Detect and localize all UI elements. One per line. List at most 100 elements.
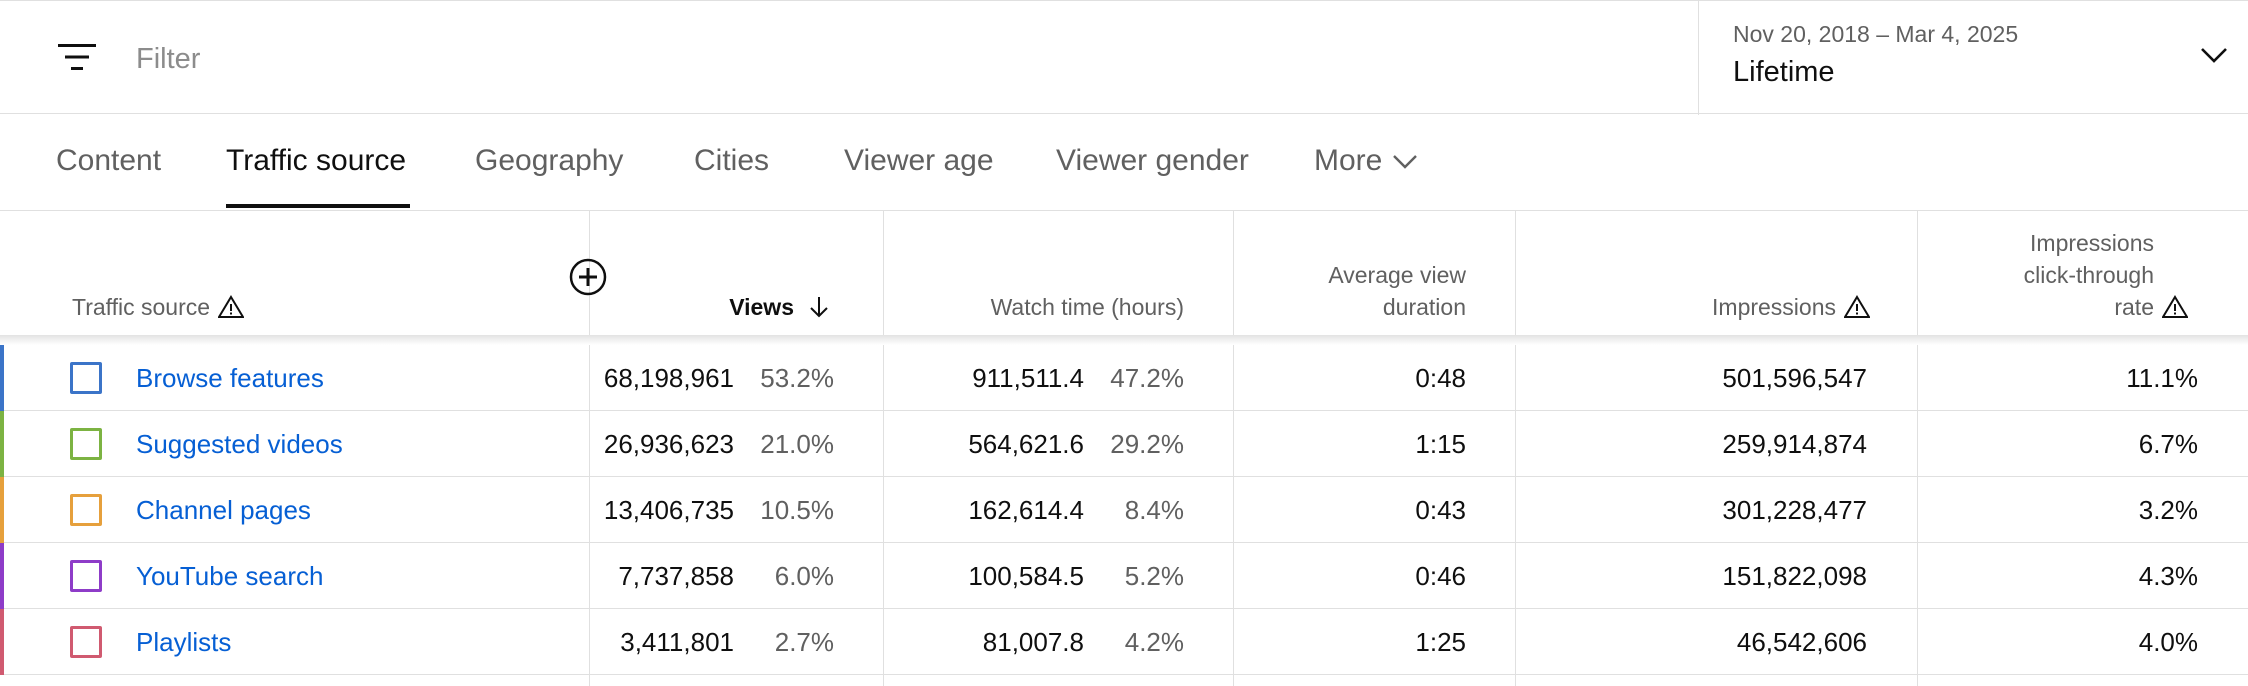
row-color-indicator — [0, 543, 4, 609]
tab-traffic-source[interactable]: Traffic source — [226, 144, 407, 177]
watch-time-percent: 8.4% — [1124, 495, 1184, 525]
column-divider — [883, 211, 884, 686]
row-color-indicator — [0, 345, 4, 411]
row-color-indicator — [0, 477, 4, 543]
watch-time-value: 81,007.8 — [982, 627, 1084, 657]
table-row[interactable]: YouTube search 7,737,858 6.0% 100,584.5 5.2%… — [0, 543, 2248, 609]
tab-more-label: More — [1314, 144, 1383, 177]
tab-cities[interactable]: Cities — [694, 144, 770, 177]
impressions-value: 259,914,874 — [1722, 429, 1867, 459]
row-checkbox[interactable] — [70, 626, 102, 658]
table-row[interactable]: Channel pages 13,406,735 10.5% 162,614.4 8.4… — [0, 477, 2248, 543]
average-view-duration-value: 0:46 — [1415, 561, 1466, 591]
table-row[interactable]: Suggested videos 26,936,623 21.0% 564,621.6… — [0, 411, 2248, 477]
views-value: 26,936,623 — [603, 429, 734, 459]
tab-viewer-gender[interactable]: Viewer gender — [1056, 144, 1249, 177]
chevron-down-icon — [1393, 155, 1418, 169]
watch-time-percent: 4.2% — [1124, 627, 1184, 657]
table-row[interactable]: Browse features 68,198,961 53.2% 911,511.4 4… — [0, 345, 2248, 411]
header-ctr-line-3: rate — [2114, 294, 2154, 320]
header-watch-time[interactable]: Watch time (hours) — [990, 294, 1184, 320]
views-value: 7,737,858 — [618, 561, 734, 591]
tab-viewer-age[interactable]: Viewer age — [844, 144, 994, 177]
table-row[interactable]: Playlists 3,411,801 2.7% 81,007.8 4.2% 1:25 46… — [0, 609, 2248, 675]
impressions-value: 46,542,606 — [1736, 627, 1867, 657]
column-divider — [589, 211, 590, 686]
column-divider — [1233, 211, 1234, 686]
average-view-duration-value: 0:43 — [1415, 495, 1466, 525]
header-impressions[interactable]: Impressions — [1530, 291, 1870, 323]
tab-geography[interactable]: Geography — [475, 144, 624, 177]
ctr-value: 4.3% — [2138, 561, 2198, 591]
traffic-source-link[interactable]: Suggested videos — [136, 429, 343, 459]
date-range-label: Lifetime — [1733, 56, 1835, 88]
date-range-dropdown[interactable]: Nov 20, 2018 – Mar 4, 2025 Lifetime — [1698, 1, 2248, 115]
views-percent: 53.2% — [760, 363, 834, 393]
filter-input[interactable] — [136, 39, 1136, 79]
header-traffic-source[interactable]: Traffic source — [72, 291, 245, 323]
traffic-source-link[interactable]: Playlists — [136, 627, 232, 657]
impressions-value: 151,822,098 — [1722, 561, 1867, 591]
header-avd-line-1: Average view — [1328, 262, 1466, 288]
impressions-value: 501,596,547 — [1722, 363, 1867, 393]
ctr-value: 3.2% — [2138, 495, 2198, 525]
tab-more[interactable]: More — [1314, 144, 1418, 178]
average-view-duration-value: 1:15 — [1415, 429, 1466, 459]
row-color-indicator — [0, 411, 4, 477]
views-value: 13,406,735 — [603, 495, 734, 525]
watch-time-percent: 29.2% — [1110, 429, 1184, 459]
header-impressions-label: Impressions — [1712, 294, 1836, 320]
traffic-source-link[interactable]: Channel pages — [136, 495, 311, 525]
watch-time-value: 911,511.4 — [972, 363, 1084, 393]
add-column-icon[interactable] — [569, 258, 607, 296]
row-color-indicator — [0, 609, 4, 675]
row-checkbox[interactable] — [70, 494, 102, 526]
arrow-down-icon — [810, 297, 828, 318]
row-checkbox[interactable] — [70, 362, 102, 394]
watch-time-value: 162,614.4 — [968, 495, 1084, 525]
column-divider — [1917, 211, 1918, 686]
traffic-source-link[interactable]: YouTube search — [136, 561, 324, 591]
views-percent: 10.5% — [760, 495, 834, 525]
header-ctr-line-2: click-through — [2023, 262, 2154, 288]
header-avd-line-2: duration — [1382, 294, 1466, 320]
watch-time-value: 100,584.5 — [968, 561, 1084, 591]
views-value: 68,198,961 — [603, 363, 734, 393]
impressions-value: 301,228,477 — [1722, 495, 1867, 525]
active-tab-indicator — [226, 204, 410, 208]
row-checkbox[interactable] — [70, 560, 102, 592]
header-average-view-duration[interactable]: Average view duration — [1240, 259, 1466, 323]
ctr-value: 11.1% — [2126, 363, 2198, 393]
views-percent: 2.7% — [774, 627, 834, 657]
warning-icon[interactable] — [2162, 295, 2188, 319]
header-views-label: Views — [729, 294, 794, 320]
header-traffic-source-label: Traffic source — [72, 294, 211, 320]
warning-icon[interactable] — [1844, 295, 1870, 319]
warning-icon[interactable] — [218, 295, 245, 319]
traffic-source-table: Traffic source Views Watch time (hours) … — [0, 211, 2248, 686]
header-views[interactable]: Views — [600, 291, 830, 323]
traffic-source-link[interactable]: Browse features — [136, 363, 324, 393]
filter-bar: Nov 20, 2018 – Mar 4, 2025 Lifetime — [0, 0, 2248, 115]
watch-time-percent: 5.2% — [1124, 561, 1184, 591]
filter-icon[interactable] — [58, 42, 96, 72]
average-view-duration-value: 1:25 — [1415, 627, 1466, 657]
watch-time-value: 564,621.6 — [968, 429, 1084, 459]
average-view-duration-value: 0:48 — [1415, 363, 1466, 393]
row-checkbox[interactable] — [70, 428, 102, 460]
header-impressions-ctr[interactable]: Impressions click-through rate — [1930, 227, 2188, 323]
header-ctr-line-3-wrap: rate — [1930, 291, 2188, 323]
chevron-down-icon — [2201, 48, 2227, 63]
views-percent: 21.0% — [760, 429, 834, 459]
views-value: 3,411,801 — [620, 627, 734, 657]
watch-time-percent: 47.2% — [1110, 363, 1184, 393]
header-ctr-line-1: Impressions — [2030, 230, 2154, 256]
ctr-value: 6.7% — [2138, 429, 2198, 459]
ctr-value: 4.0% — [2138, 627, 2198, 657]
header-divider — [0, 335, 2248, 345]
views-percent: 6.0% — [774, 561, 834, 591]
report-tabs: Content Traffic source Geography Cities … — [0, 114, 2248, 211]
tab-content[interactable]: Content — [56, 144, 162, 177]
date-range-text: Nov 20, 2018 – Mar 4, 2025 — [1733, 21, 2019, 47]
column-divider — [1515, 211, 1516, 686]
